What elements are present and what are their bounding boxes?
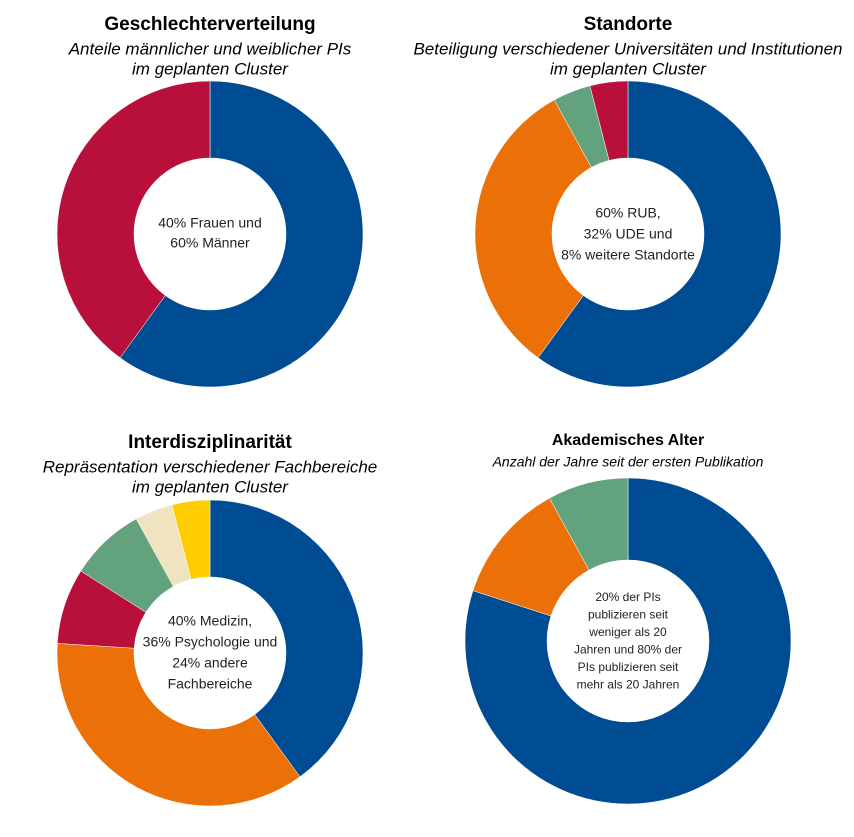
center-label: 8% weitere Standorte	[561, 247, 695, 263]
center-label: weniger als 20	[588, 625, 667, 639]
donut-slice	[474, 99, 592, 359]
chart-subtitle: Beteiligung verschiedener Universitäten …	[413, 39, 842, 58]
donut-slice	[119, 80, 364, 388]
chart-title: Akademisches Alter	[552, 432, 704, 449]
donut-slice	[537, 80, 782, 388]
center-label: 60% Männer	[170, 235, 250, 251]
center-label: Fachbereiche	[168, 676, 253, 692]
donut-slice	[56, 80, 211, 359]
center-label: Jahren und 80% der	[574, 643, 682, 657]
center-label: 40% Medizin,	[168, 613, 252, 629]
center-label: 36% Psychologie und	[143, 634, 278, 650]
chart-subtitle: im geplanten Cluster	[550, 59, 707, 78]
center-label: 24% andere	[172, 655, 248, 671]
center-label: 40% Frauen und	[158, 215, 262, 231]
chart-subtitle: Anteile männlicher und weiblicher PIs	[68, 39, 352, 58]
center-label: 32% UDE und	[584, 226, 673, 242]
center-label: 20% der PIs	[595, 590, 660, 604]
donut-slice	[464, 477, 792, 805]
chart-subtitle: Anzahl der Jahre seit der ersten Publika…	[492, 454, 764, 470]
donut-chart-1: Geschlechterverteilung Anteile männlicher…	[56, 14, 364, 388]
donut-chart-2: Standorte Beteiligung verschiedener Unive…	[413, 14, 843, 388]
chart-subtitle: Repräsentation verschiedener Fachbereich…	[43, 457, 378, 476]
donut-slice	[209, 499, 364, 778]
donut-slice	[56, 643, 301, 807]
center-label: mehr als 20 Jahren	[577, 678, 680, 692]
donut-chart-3: Interdisziplinarität Repräsentation versc…	[43, 432, 378, 807]
donut-chart-4: Akademisches Alter Anzahl der Jahre seit …	[464, 432, 792, 805]
donut-slice	[589, 80, 629, 161]
chart-title: Standorte	[584, 14, 673, 35]
center-label: PIs publizieren seit	[578, 660, 679, 674]
center-label: publizieren seit	[588, 608, 669, 622]
chart-title: Geschlechterverteilung	[104, 14, 315, 35]
center-label: 60% RUB,	[595, 205, 660, 221]
chart-subtitle: im geplanten Cluster	[132, 59, 289, 78]
chart-title: Interdisziplinarität	[128, 432, 292, 453]
chart-subtitle: im geplanten Cluster	[132, 477, 289, 496]
donut-slice	[171, 499, 211, 580]
donut-slice	[549, 477, 629, 571]
